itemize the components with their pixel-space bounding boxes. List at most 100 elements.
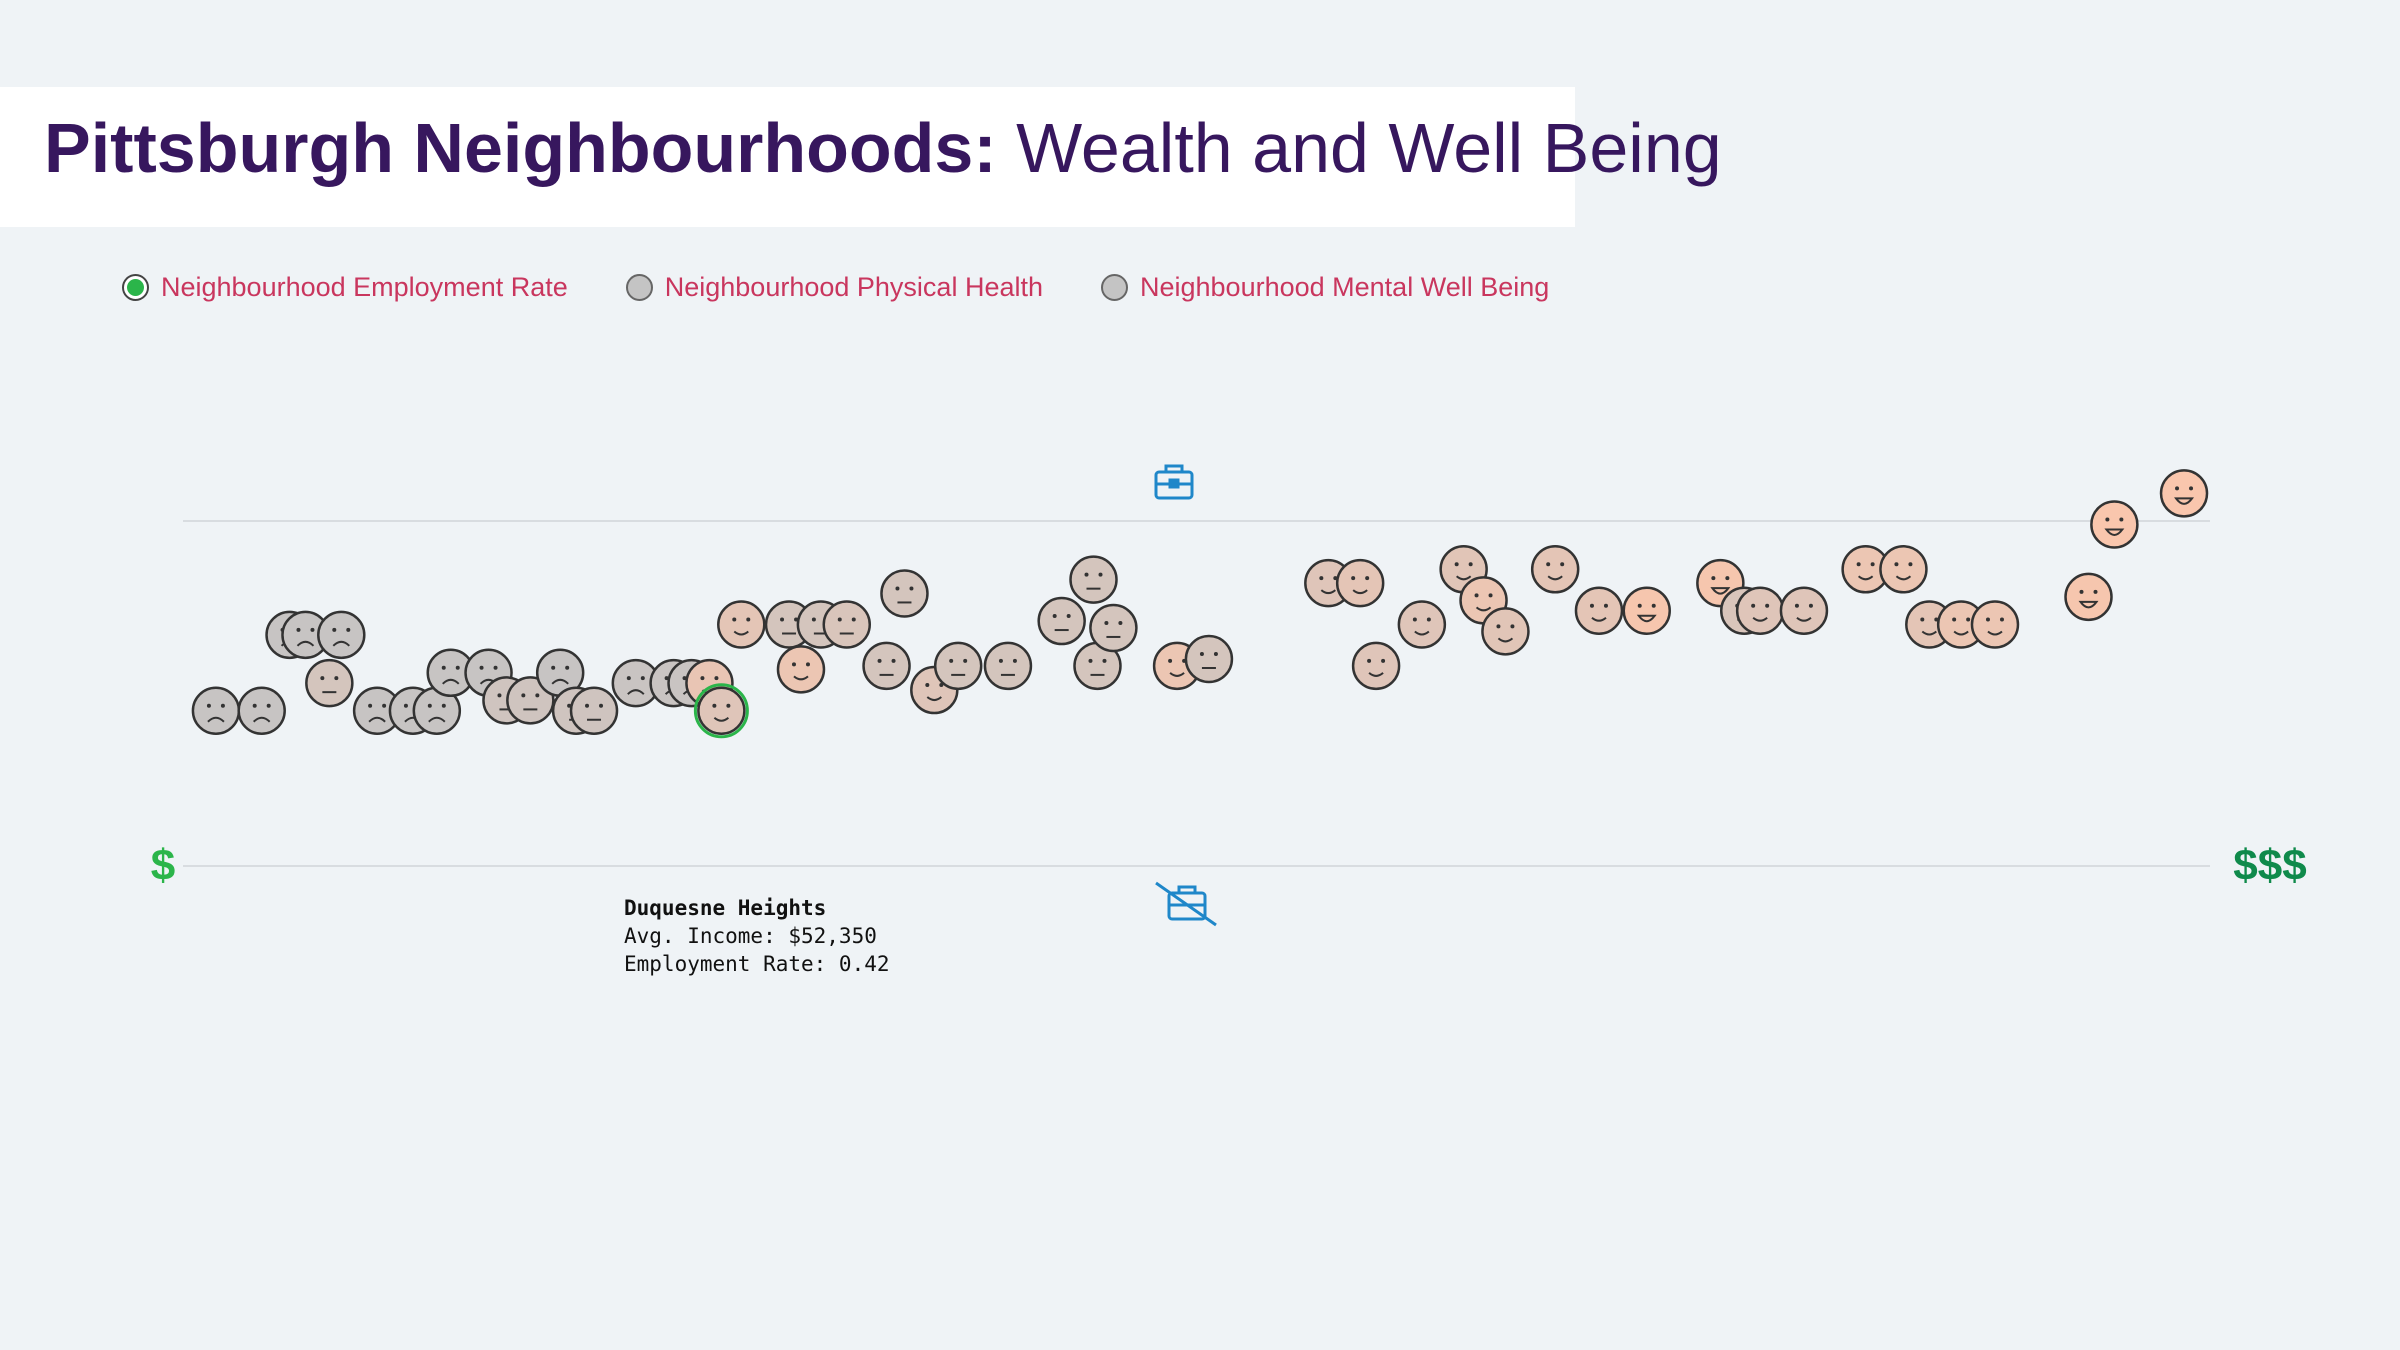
face-circle: [1622, 586, 1671, 635]
face-point[interactable]: [1622, 586, 1671, 635]
face-mouth: [1320, 589, 1336, 595]
face-point[interactable]: [535, 648, 585, 698]
face-mouth: [733, 630, 749, 636]
face-eye: [403, 703, 408, 708]
face-mouth: [1710, 587, 1731, 595]
data-points: [191, 469, 2209, 739]
face-point[interactable]: [933, 641, 983, 691]
face-point[interactable]: [1779, 586, 1829, 635]
face-point[interactable]: [1481, 607, 1530, 656]
face-eye: [368, 703, 373, 708]
face-eye: [2093, 589, 2098, 594]
face-point-selected[interactable]: [693, 683, 749, 739]
face-point[interactable]: [1879, 545, 1928, 594]
face-circle: [1970, 600, 2020, 649]
face-eye: [1711, 576, 1716, 581]
face-mouth: [2104, 528, 2125, 536]
face-eye: [1199, 652, 1204, 656]
face-point[interactable]: [1970, 600, 2020, 649]
face-eye: [949, 658, 954, 663]
face-eye: [1725, 576, 1730, 581]
face-eye: [998, 658, 1003, 663]
face-eye: [441, 703, 446, 708]
face-eye: [1426, 617, 1431, 622]
face-point[interactable]: [776, 645, 826, 694]
face-eye: [1104, 620, 1109, 625]
face-point[interactable]: [1069, 555, 1118, 604]
face-eye: [877, 658, 882, 663]
physical-health-label: Neighbourhood Physical Health: [664, 272, 1043, 302]
face-eye: [700, 676, 705, 681]
face-circle: [1089, 603, 1138, 653]
face-eye: [1052, 614, 1057, 619]
face-point[interactable]: [1574, 586, 1624, 635]
face-point[interactable]: [822, 600, 871, 649]
face-point[interactable]: [191, 686, 241, 735]
face-point[interactable]: [1530, 545, 1580, 594]
face-point[interactable]: [305, 658, 354, 708]
title-panel: [0, 87, 1575, 227]
face-eye: [1999, 617, 2004, 622]
face-point[interactable]: [237, 686, 286, 735]
face-eye: [805, 662, 810, 667]
option-employment-rate[interactable]: Neighbourhood Employment Rate: [122, 272, 568, 303]
face-point[interactable]: [880, 569, 929, 618]
face-mouth: [1414, 630, 1430, 636]
face-circle: [1574, 586, 1624, 635]
face-point[interactable]: [569, 686, 619, 735]
metric-selector: Neighbourhood Employment Rate Neighbourh…: [122, 272, 1549, 303]
face-point[interactable]: [1841, 545, 1890, 594]
face-mouth: [1368, 672, 1384, 677]
face-mouth: [1987, 630, 2003, 636]
face-eye: [1808, 603, 1813, 608]
face-eye: [1102, 658, 1107, 663]
face-eye: [1546, 562, 1551, 567]
face-eye: [266, 703, 271, 708]
face-point[interactable]: [281, 610, 330, 660]
face-point[interactable]: [1184, 634, 1234, 684]
face-point[interactable]: [2159, 469, 2209, 518]
face-point[interactable]: [1735, 586, 1785, 635]
face-eye: [640, 676, 645, 681]
face-point[interactable]: [2090, 500, 2139, 549]
face-mouth: [1475, 606, 1492, 612]
face-eye: [714, 676, 719, 681]
physical-health-radio[interactable]: [625, 274, 653, 301]
face-point[interactable]: [2064, 572, 2113, 622]
face-eye: [455, 665, 460, 670]
face-eye: [811, 617, 816, 622]
face-eye: [220, 703, 225, 708]
face-point[interactable]: [1089, 603, 1138, 653]
face-eye: [1468, 562, 1473, 567]
mental-well-being-radio[interactable]: [1101, 274, 1128, 301]
face-circle: [1184, 634, 1234, 684]
face-eye: [346, 627, 351, 632]
face-mouth: [1352, 589, 1368, 595]
face-point[interactable]: [1037, 596, 1086, 646]
face-mouth: [1752, 616, 1768, 622]
face-point[interactable]: [1335, 558, 1385, 608]
face-point[interactable]: [717, 600, 766, 649]
mental-well-being-label: Neighbourhood Mental Well Being: [1140, 272, 1550, 302]
face-eye: [1637, 603, 1642, 608]
face-point[interactable]: [1351, 641, 1401, 691]
face-circle: [1879, 545, 1928, 594]
face-eye: [2189, 486, 2194, 491]
face-mouth: [296, 640, 315, 647]
face-mouth: [793, 675, 809, 681]
face-eye: [837, 617, 842, 622]
face-point[interactable]: [506, 676, 555, 725]
face-circle: [880, 569, 929, 618]
face-point[interactable]: [983, 641, 1033, 691]
face-eye: [2119, 517, 2124, 522]
face-point[interactable]: [1397, 600, 1447, 649]
face-point[interactable]: [426, 648, 475, 698]
option-physical-health[interactable]: Neighbourhood Physical Health: [625, 272, 1043, 303]
face-point[interactable]: [317, 610, 366, 660]
face-point[interactable]: [862, 641, 911, 691]
option-mental-well-being[interactable]: Neighbourhood Mental Well Being: [1101, 272, 1549, 303]
face-circle: [191, 686, 241, 735]
tooltip-employment: Employment Rate: 0.42: [624, 952, 890, 976]
face-eye: [726, 703, 731, 708]
employment-radio[interactable]: [122, 274, 149, 301]
